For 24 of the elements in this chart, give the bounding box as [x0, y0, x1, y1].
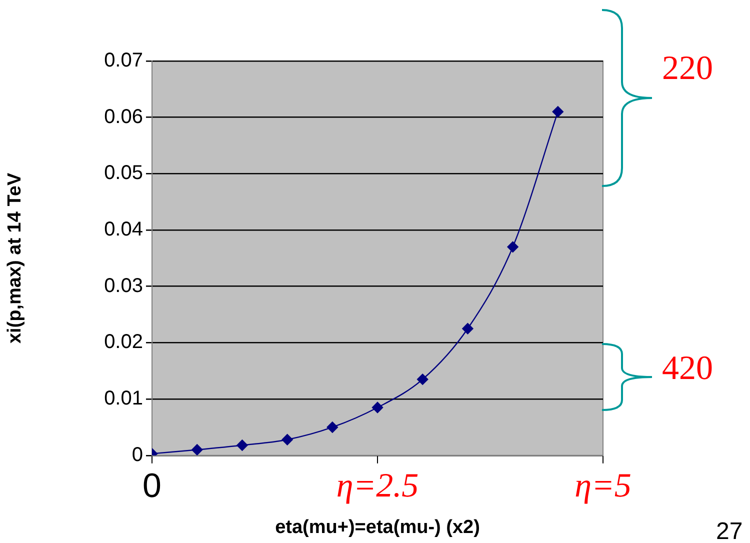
text: 420 — [662, 350, 713, 387]
y-tick-label: 0.05 — [104, 162, 143, 184]
x-tick-label: η=2.5 — [336, 468, 419, 505]
y-tick-label: 0.07 — [104, 50, 143, 72]
point — [507, 241, 518, 253]
y-tick-label: 0.02 — [104, 331, 143, 354]
point — [236, 440, 248, 451]
point — [552, 106, 564, 118]
point — [372, 402, 384, 414]
x-tick-label: η=5 — [574, 468, 632, 505]
y-axis-title: xi(p,max) at 14 TeV — [4, 172, 26, 344]
text: 220 — [662, 50, 713, 87]
point — [282, 434, 293, 446]
y-tick-label: 0.04 — [104, 218, 143, 241]
text: 27 — [716, 518, 743, 543]
point — [417, 374, 428, 385]
x-axis-title: eta(mu+)=eta(mu-) (x2) — [275, 516, 480, 538]
y-tick-label: 0.06 — [104, 106, 143, 128]
y-tick-label: 0.01 — [104, 388, 143, 410]
point — [192, 444, 203, 456]
point — [326, 422, 338, 433]
y-tick-label: 0.03 — [104, 274, 143, 297]
y-tick-label: 0 — [132, 444, 143, 466]
point — [462, 323, 474, 334]
